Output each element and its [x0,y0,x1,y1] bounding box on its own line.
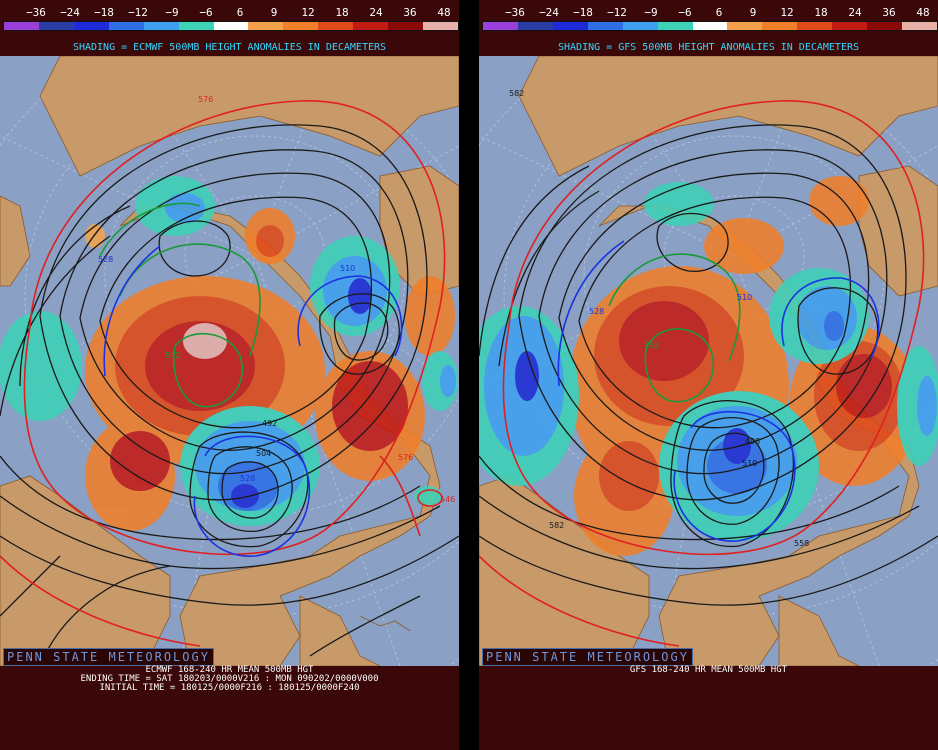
contour-label: 576 [198,95,213,104]
colorbar-swatch [388,22,424,30]
contour-label: 528 [98,255,113,264]
colorbar-swatch [38,22,74,30]
contour-label: 504 [256,449,271,458]
contour-label: 552 [644,341,659,350]
colorbar-swatch [552,22,588,30]
colorbar-label: −6 [199,6,213,19]
colorbar-labels: −36 −24 −18 −12 −9 −6 6 9 12 18 24 36 48 [10,6,451,20]
brand-label: PENN STATE METEOROLOGY [482,648,693,666]
contour-label: 552 [165,351,180,360]
colorbar-swatch [587,22,623,30]
contour-label: 576 [398,453,413,462]
contour-label: 582 [509,89,524,98]
contour-label: 558 [794,539,809,548]
colorbar-swatch [517,22,553,30]
colorbar-swatch [902,22,937,30]
colorbar-swatch [318,22,354,30]
contour-label: 492 [262,419,277,428]
colorbar [482,21,938,31]
gfs-panel: −36 −24 −18 −12 −9 −6 6 9 12 18 24 36 48 SHADING = G… [479,0,938,750]
brand-label: PENN STATE METEOROLOGY [3,648,214,666]
colorbar-swatch [797,22,833,30]
contour-label: 498 [745,437,760,446]
colorbar-label: −18 [573,6,593,19]
colorbar-label: −12 [128,6,148,19]
panel-divider [459,0,479,750]
colorbar [3,21,459,31]
colorbar-swatch [727,22,763,30]
caption: ECMWF 168-240 HR MEAN 500MB HGT ENDING T… [0,666,459,693]
contour-label: 528 [240,474,255,483]
colorbar-label: −9 [644,6,658,19]
colorbar-swatch [622,22,658,30]
shading-title: SHADING = GFS 500MB HEIGHT ANOMALIES IN … [557,42,860,53]
colorbar-swatch [178,22,214,30]
colorbar-label: 18 [814,6,828,19]
contour-label: 510 [742,459,757,468]
colorbar-label: 36 [403,6,417,19]
colorbar-swatch [283,22,319,30]
contour-label: 510 [737,293,752,302]
colorbar-label: −36 [505,6,525,19]
colorbar-swatch [867,22,903,30]
caption-line: ECMWF 168-240 HR MEAN 500MB HGT [145,665,314,675]
colorbar-swatch [762,22,798,30]
contour-label: 528 [589,307,604,316]
colorbar-label: 6 [715,6,723,19]
colorbar-label: 9 [270,6,278,19]
colorbar-swatch [143,22,179,30]
caption-line: ENDING TIME = SAT 180203/0000V216 : MON … [80,674,379,684]
colorbar-swatch [4,22,39,30]
contour-label: 546 [440,495,455,504]
ecmwf-panel: −36 −24 −18 −12 −9 −6 6 9 12 18 24 36 48 SHADING = E… [0,0,459,750]
colorbar-swatch [353,22,389,30]
contour-label: 582 [549,521,564,530]
colorbar-swatch [692,22,728,30]
caption-line: INITIAL TIME = 180125/0000F216 : 180125/… [99,683,360,693]
colorbar-label: 48 [916,6,930,19]
gfs-map: 582 510 528 552 498 510 582 558 [479,56,938,666]
colorbar-label: −36 [26,6,46,19]
colorbar-swatch [832,22,868,30]
colorbar-swatch [108,22,144,30]
colorbar-label: 48 [437,6,451,19]
colorbar-label: −6 [678,6,692,19]
colorbar-label: 24 [369,6,383,19]
colorbar-swatch [248,22,284,30]
colorbar-label: −12 [607,6,627,19]
colorbar-swatch [423,22,458,30]
shading-title: SHADING = ECMWF 500MB HEIGHT ANOMALIES I… [72,42,387,53]
colorbar-swatch [657,22,693,30]
colorbar-swatch [213,22,249,30]
caption-line: GFS 168-240 HR MEAN 500MB HGT [629,665,788,675]
colorbar-label: 9 [749,6,757,19]
colorbar-label: 12 [780,6,794,19]
colorbar-swatch [483,22,518,30]
colorbar-label: 6 [236,6,244,19]
colorbar-label: −24 [60,6,80,19]
caption: GFS 168-240 HR MEAN 500MB HGT [479,666,938,675]
colorbar-label: −24 [539,6,559,19]
colorbar-label: 36 [882,6,896,19]
ecmwf-map: 576 528 510 552 492 504 528 576 546 [0,56,459,666]
colorbar-label: 18 [335,6,349,19]
contour-label: 510 [340,264,355,273]
colorbar-label: −18 [94,6,114,19]
colorbar-label: −9 [165,6,179,19]
colorbar-labels: −36 −24 −18 −12 −9 −6 6 9 12 18 24 36 48 [489,6,930,20]
colorbar-swatch [73,22,109,30]
colorbar-label: 24 [848,6,862,19]
colorbar-label: 12 [301,6,315,19]
